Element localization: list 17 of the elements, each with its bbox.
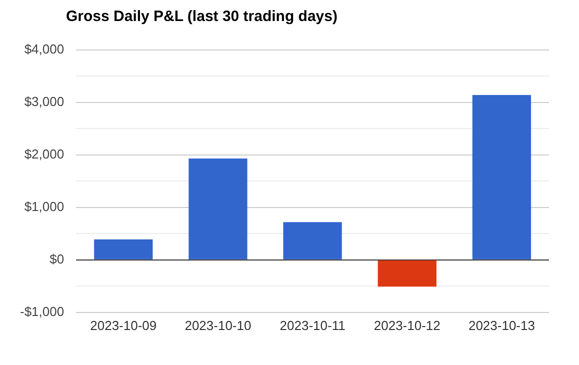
bar [188,158,248,260]
y-tick-label: $2,000 [24,146,64,162]
y-tick-label: $4,000 [24,41,64,56]
x-tick-label: 2023-10-12 [374,318,440,333]
y-tick-label: $3,000 [24,94,64,109]
bar [283,222,342,260]
bar [378,260,436,287]
x-tick-label: 2023-10-10 [184,318,252,333]
y-tick-label: $1,000 [24,198,64,214]
y-tick-label: $0 [50,251,64,266]
x-tick-label: 2023-10-09 [90,318,157,333]
x-tick-label: 2023-10-11 [280,318,346,333]
chart-title: Gross Daily P&L (last 30 trading days) [66,8,338,25]
x-tick-label: 2023-10-13 [468,318,535,333]
bar [472,94,532,260]
bar [94,239,153,260]
y-tick-label: -$1,000 [20,304,64,319]
